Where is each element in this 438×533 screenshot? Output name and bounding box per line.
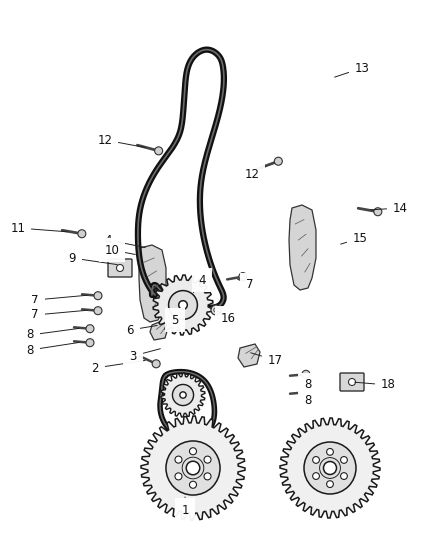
- Text: 15: 15: [341, 231, 367, 245]
- Circle shape: [190, 481, 197, 488]
- Text: 18: 18: [355, 378, 396, 392]
- Text: 8: 8: [298, 375, 312, 392]
- Circle shape: [204, 473, 211, 480]
- Text: 5: 5: [171, 313, 179, 327]
- Circle shape: [173, 384, 194, 406]
- Polygon shape: [153, 275, 213, 335]
- Polygon shape: [139, 245, 166, 322]
- Text: 7: 7: [31, 309, 87, 321]
- Circle shape: [94, 292, 102, 300]
- Text: 2: 2: [91, 360, 145, 375]
- Circle shape: [175, 473, 182, 480]
- Circle shape: [166, 441, 220, 495]
- Text: 4: 4: [104, 233, 145, 247]
- Text: 7: 7: [31, 294, 87, 306]
- Circle shape: [78, 230, 86, 238]
- Circle shape: [327, 481, 333, 488]
- Circle shape: [179, 301, 187, 309]
- Circle shape: [327, 448, 333, 455]
- Polygon shape: [150, 320, 168, 340]
- Circle shape: [274, 157, 283, 165]
- Text: 6: 6: [126, 324, 157, 336]
- Circle shape: [175, 456, 182, 463]
- Text: 8: 8: [26, 328, 79, 342]
- Circle shape: [374, 208, 382, 216]
- Circle shape: [180, 392, 186, 398]
- Text: 12: 12: [244, 166, 265, 182]
- Circle shape: [155, 147, 162, 155]
- Circle shape: [169, 290, 198, 319]
- Text: 8: 8: [298, 393, 312, 407]
- Circle shape: [341, 457, 347, 463]
- FancyBboxPatch shape: [340, 373, 364, 391]
- Circle shape: [349, 378, 356, 385]
- Circle shape: [86, 338, 94, 346]
- Text: 3: 3: [129, 349, 160, 362]
- Circle shape: [190, 448, 197, 455]
- Circle shape: [302, 370, 310, 378]
- Polygon shape: [280, 418, 380, 518]
- Polygon shape: [141, 416, 245, 520]
- Text: 7: 7: [237, 279, 254, 292]
- Text: 17: 17: [251, 353, 283, 367]
- Polygon shape: [289, 205, 316, 290]
- Circle shape: [239, 272, 247, 280]
- Circle shape: [204, 456, 211, 463]
- Circle shape: [186, 461, 200, 475]
- Text: 16: 16: [218, 311, 236, 325]
- Polygon shape: [238, 344, 260, 367]
- Circle shape: [324, 462, 336, 474]
- Text: 14: 14: [371, 201, 407, 214]
- Polygon shape: [161, 373, 205, 417]
- Text: 11: 11: [11, 222, 67, 235]
- Text: 9: 9: [68, 252, 117, 264]
- Circle shape: [304, 442, 356, 494]
- Circle shape: [313, 473, 319, 480]
- Text: 10: 10: [105, 244, 135, 256]
- Text: 13: 13: [335, 61, 369, 77]
- Circle shape: [152, 360, 160, 368]
- Text: 12: 12: [98, 133, 145, 148]
- Circle shape: [94, 306, 102, 314]
- Circle shape: [302, 389, 310, 397]
- Circle shape: [214, 308, 218, 312]
- Circle shape: [211, 305, 221, 315]
- Circle shape: [341, 473, 347, 480]
- FancyBboxPatch shape: [108, 259, 132, 277]
- Text: 8: 8: [26, 342, 79, 357]
- Text: 4: 4: [194, 273, 206, 293]
- Circle shape: [86, 325, 94, 333]
- Circle shape: [313, 457, 319, 463]
- Circle shape: [117, 264, 124, 271]
- Text: 1: 1: [181, 497, 189, 516]
